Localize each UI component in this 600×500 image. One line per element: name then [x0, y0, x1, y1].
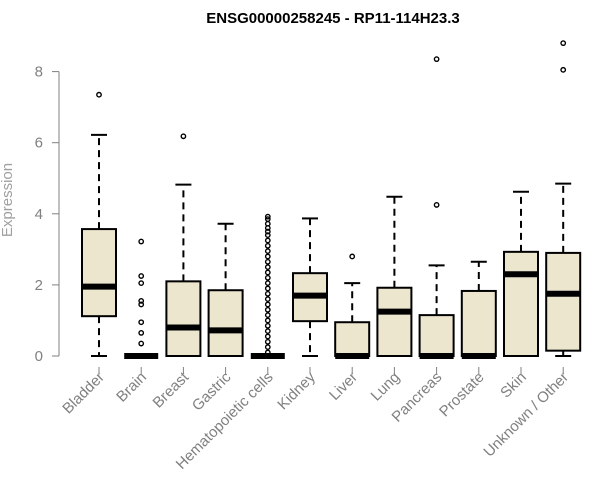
outlier-point — [264, 317, 271, 324]
box-gastric — [207, 222, 244, 358]
outlier-point — [264, 344, 271, 351]
box-kidney — [292, 217, 328, 357]
outlier-point — [264, 213, 271, 220]
outlier-point — [264, 228, 271, 235]
outlier-point — [264, 296, 271, 303]
outlier-point — [264, 248, 271, 255]
boxes — [81, 40, 582, 359]
box-unknown-other — [545, 40, 582, 357]
outlier-point — [264, 338, 271, 345]
box-brain — [124, 238, 159, 359]
box-hematopoietic-cells — [250, 213, 285, 359]
box-liver — [334, 253, 371, 359]
outlier-point — [138, 301, 145, 308]
outlier-point — [264, 306, 271, 313]
outlier-point — [264, 253, 271, 260]
outlier-point — [264, 237, 271, 244]
box-iqr — [418, 314, 455, 357]
outlier-point — [264, 220, 271, 227]
outlier-point — [138, 319, 145, 326]
x-tick-label: Lung — [368, 369, 404, 405]
x-tick-label: Brain — [113, 369, 150, 406]
outlier-point — [560, 66, 567, 73]
y-tick-label: 2 — [35, 277, 43, 294]
box-bladder — [81, 91, 117, 357]
outlier-point — [264, 232, 271, 239]
y-tick-label: 4 — [35, 206, 43, 223]
box-breast — [165, 133, 202, 357]
y-axis: 0 2 4 6 8 — [35, 64, 60, 365]
chart-title: ENSG00000258245 - RP11-114H23.3 — [206, 10, 460, 27]
x-tick-label: Bladder — [59, 369, 108, 418]
outlier-point — [433, 202, 440, 208]
y-tick-label: 0 — [35, 348, 43, 365]
outlier-point — [138, 340, 145, 347]
outlier-point — [264, 269, 271, 276]
box-iqr — [207, 289, 244, 358]
box-iqr — [460, 289, 497, 358]
outlier-point — [264, 301, 271, 308]
outlier-point — [264, 333, 271, 340]
outlier-point — [433, 56, 440, 63]
box-prostate — [460, 260, 497, 359]
x-tick-label: Breast — [150, 368, 193, 411]
outlier-point — [264, 274, 271, 281]
x-tick-label: Skin — [497, 369, 530, 402]
y-tick-label: 8 — [35, 64, 43, 81]
outlier-point — [349, 253, 356, 260]
outlier-point — [264, 349, 271, 356]
outlier-point — [180, 133, 187, 140]
box-iqr — [376, 286, 413, 357]
outlier-point — [138, 329, 145, 336]
y-axis-label: Expression — [0, 163, 16, 237]
box-iqr — [165, 280, 202, 357]
box-pancreas — [418, 56, 455, 359]
outlier-point — [264, 328, 271, 335]
outlier-point — [264, 258, 271, 265]
outlier-point — [138, 238, 145, 245]
outlier-point — [264, 280, 271, 287]
outlier-point — [138, 273, 145, 279]
outlier-point — [264, 312, 271, 319]
x-tick-label: Prostate — [436, 369, 488, 421]
box-iqr — [503, 250, 539, 357]
x-tick-label: Kidney — [274, 368, 319, 413]
y-tick-label: 6 — [35, 135, 43, 152]
outlier-point — [138, 280, 145, 287]
outlier-point — [560, 40, 567, 47]
box-lung — [376, 195, 413, 357]
box-iqr — [334, 321, 371, 358]
outlier-point — [138, 297, 145, 304]
outlier-point — [264, 285, 271, 292]
box-skin — [503, 190, 539, 357]
box-iqr — [545, 251, 582, 352]
outlier-point — [264, 242, 271, 249]
outlier-point — [96, 91, 102, 98]
outlier-point — [264, 322, 271, 329]
outlier-point — [264, 216, 271, 223]
box-iqr — [81, 228, 117, 318]
x-tick-label: Liver — [326, 369, 361, 404]
outlier-point — [264, 290, 271, 297]
outlier-point — [264, 264, 271, 271]
